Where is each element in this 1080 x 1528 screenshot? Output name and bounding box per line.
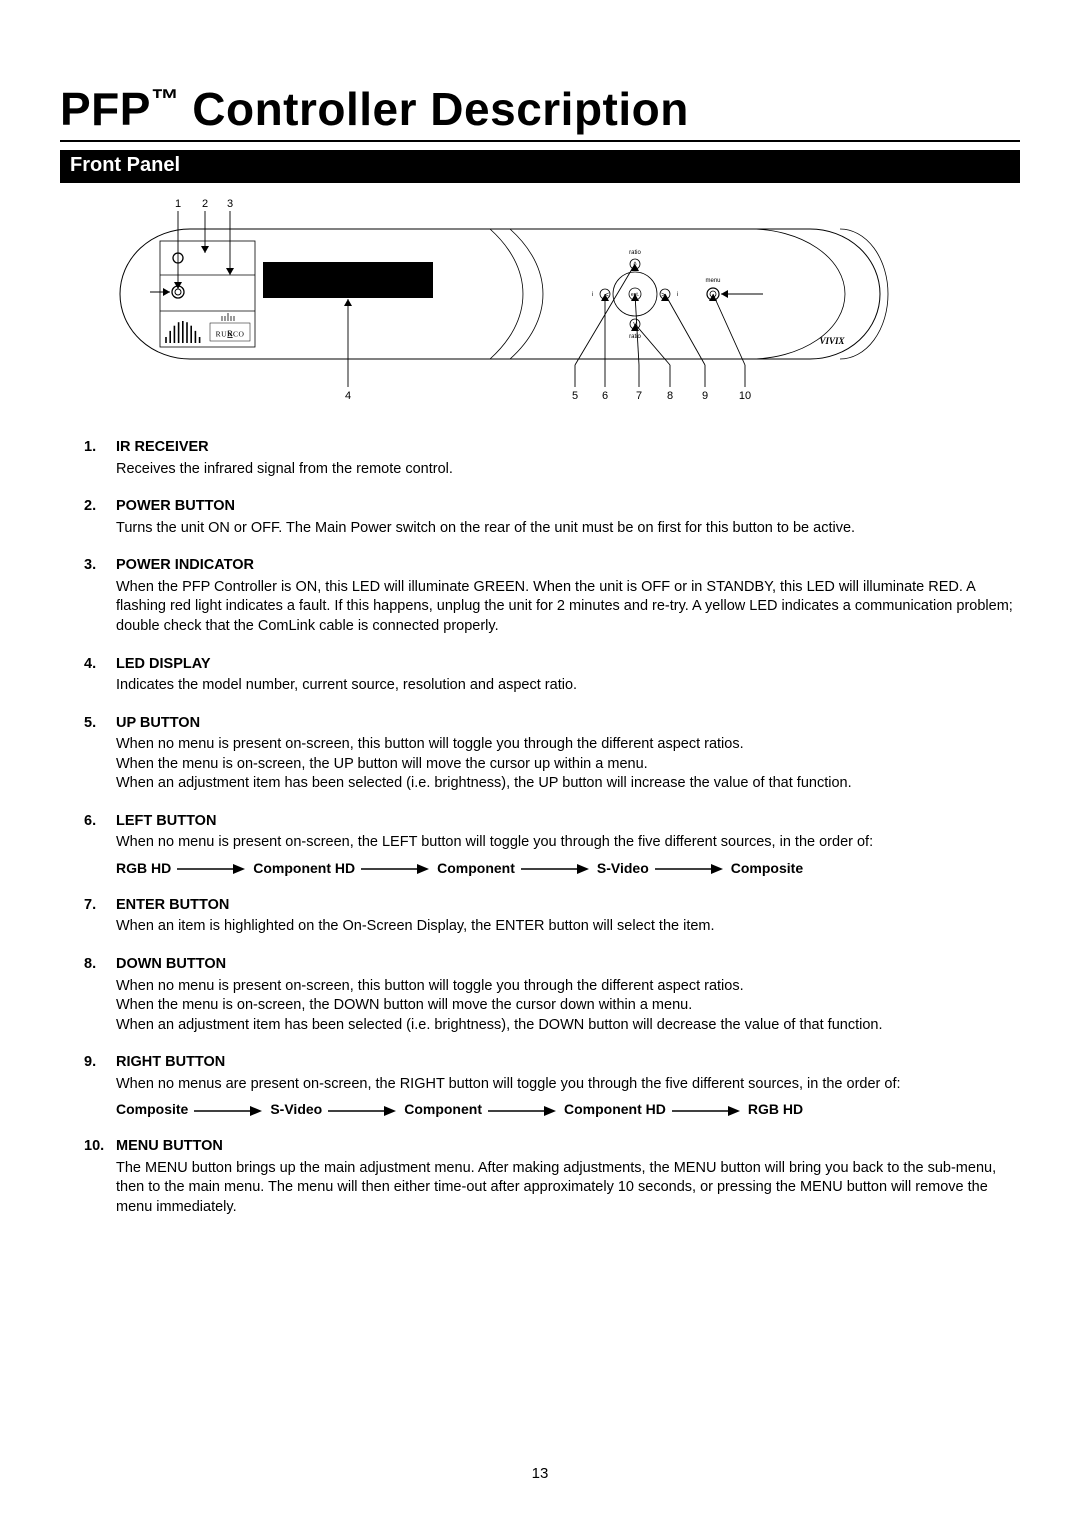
source-flow: Composite S-Video Component Component HD…: [116, 1100, 1020, 1119]
item-number: 3.: [84, 556, 96, 576]
list-item: 4. LED DISPLAY Indicates the model number,…: [84, 655, 1020, 696]
svg-text:5: 5: [572, 390, 578, 402]
arrow-icon: [194, 1100, 264, 1119]
svg-text:RUNCO: RUNCO: [216, 330, 245, 339]
item-number: 9.: [84, 1053, 96, 1073]
svg-text:10: 10: [739, 390, 751, 402]
page-number: 13: [0, 1465, 1080, 1482]
item-heading: LED DISPLAY: [116, 656, 211, 672]
item-number: 1.: [84, 438, 96, 458]
svg-text:3: 3: [227, 198, 233, 210]
flow-item: Component: [437, 859, 515, 878]
svg-text:9: 9: [702, 390, 708, 402]
page-title: PFP™ Controller Description: [60, 82, 1020, 136]
item-heading: LEFT BUTTON: [116, 813, 216, 829]
arrow-icon: [521, 859, 591, 878]
svg-text:i: i: [677, 292, 678, 298]
item-description: When the PFP Controller is ON, this LED …: [116, 578, 1020, 637]
item-description: Receives the infrared signal from the re…: [116, 460, 1020, 480]
title-tm: ™: [151, 84, 179, 115]
item-heading: UP BUTTON: [116, 715, 200, 731]
svg-text:2: 2: [202, 198, 208, 210]
list-item: 5. UP BUTTON When no menu is present on-sc…: [84, 714, 1020, 794]
item-heading: POWER BUTTON: [116, 498, 235, 514]
arrow-icon: [488, 1100, 558, 1119]
flow-item: Component HD: [564, 1100, 666, 1119]
svg-text:i: i: [592, 292, 593, 298]
item-heading: IR RECEIVER: [116, 439, 209, 455]
item-description: When no menu is present on-screen, this …: [116, 735, 1020, 794]
list-item: 6. LEFT BUTTON When no menu is present on-…: [84, 812, 1020, 878]
item-number: 7.: [84, 896, 96, 916]
flow-item: RGB HD: [748, 1100, 803, 1119]
title-rule: [60, 140, 1020, 142]
svg-text:ratio: ratio: [629, 250, 641, 256]
item-number: 5.: [84, 714, 96, 734]
arrow-icon: [655, 859, 725, 878]
svg-text:1: 1: [175, 198, 181, 210]
arrow-icon: [361, 859, 431, 878]
list-item: 3. POWER INDICATOR When the PFP Controller…: [84, 556, 1020, 636]
flow-item: Composite: [731, 859, 803, 878]
list-item: 1. IR RECEIVER Receives the infrared signa…: [84, 438, 1020, 479]
arrow-icon: [177, 859, 247, 878]
svg-text:menu: menu: [705, 278, 720, 284]
list-item: 7. ENTER BUTTON When an item is highlighte…: [84, 896, 1020, 937]
item-description: When no menus are present on-screen, the…: [116, 1075, 1020, 1095]
item-list: 1. IR RECEIVER Receives the infrared signa…: [84, 438, 1020, 1218]
list-item: 10. MENU BUTTON The MENU button brings up …: [84, 1137, 1020, 1217]
list-item: 8. DOWN BUTTON When no menu is present on-…: [84, 955, 1020, 1035]
title-prefix: PFP: [60, 83, 151, 135]
item-description: When no menu is present on-screen, the L…: [116, 833, 1020, 853]
svg-text:7: 7: [636, 390, 642, 402]
item-number: 2.: [84, 497, 96, 517]
item-description: Turns the unit ON or OFF. The Main Power…: [116, 519, 1020, 539]
item-heading: DOWN BUTTON: [116, 956, 226, 972]
item-heading: RIGHT BUTTON: [116, 1054, 225, 1070]
flow-item: Component: [404, 1100, 482, 1119]
item-heading: POWER INDICATOR: [116, 557, 254, 573]
arrow-icon: [328, 1100, 398, 1119]
svg-text:ratio: ratio: [629, 334, 641, 340]
flow-item: Composite: [116, 1100, 188, 1119]
svg-text:4: 4: [345, 390, 351, 402]
svg-text:6: 6: [602, 390, 608, 402]
section-heading: Front Panel: [60, 150, 1020, 183]
front-panel-diagram: RRUNCOratioratioiient.^v<>menuVIVIX12345…: [60, 189, 1020, 409]
flow-item: Component HD: [253, 859, 355, 878]
item-number: 4.: [84, 655, 96, 675]
source-flow: RGB HD Component HD Component S-Video Co…: [116, 859, 1020, 878]
item-heading: MENU BUTTON: [116, 1138, 223, 1154]
flow-item: S-Video: [597, 859, 649, 878]
item-description: Indicates the model number, current sour…: [116, 676, 1020, 696]
item-heading: ENTER BUTTON: [116, 897, 229, 913]
list-item: 9. RIGHT BUTTON When no menus are present …: [84, 1053, 1020, 1119]
arrow-icon: [672, 1100, 742, 1119]
svg-text:VIVIX: VIVIX: [819, 336, 845, 346]
svg-text:8: 8: [667, 390, 673, 402]
item-description: When an item is highlighted on the On-Sc…: [116, 917, 1020, 937]
item-number: 8.: [84, 955, 96, 975]
flow-item: RGB HD: [116, 859, 171, 878]
item-description: The MENU button brings up the main adjus…: [116, 1159, 1020, 1218]
title-suffix: Controller Description: [179, 83, 689, 135]
flow-item: S-Video: [270, 1100, 322, 1119]
item-description: When no menu is present on-screen, this …: [116, 977, 1020, 1036]
item-number: 10.: [84, 1137, 104, 1157]
list-item: 2. POWER BUTTON Turns the unit ON or OFF. …: [84, 497, 1020, 538]
item-number: 6.: [84, 812, 96, 832]
